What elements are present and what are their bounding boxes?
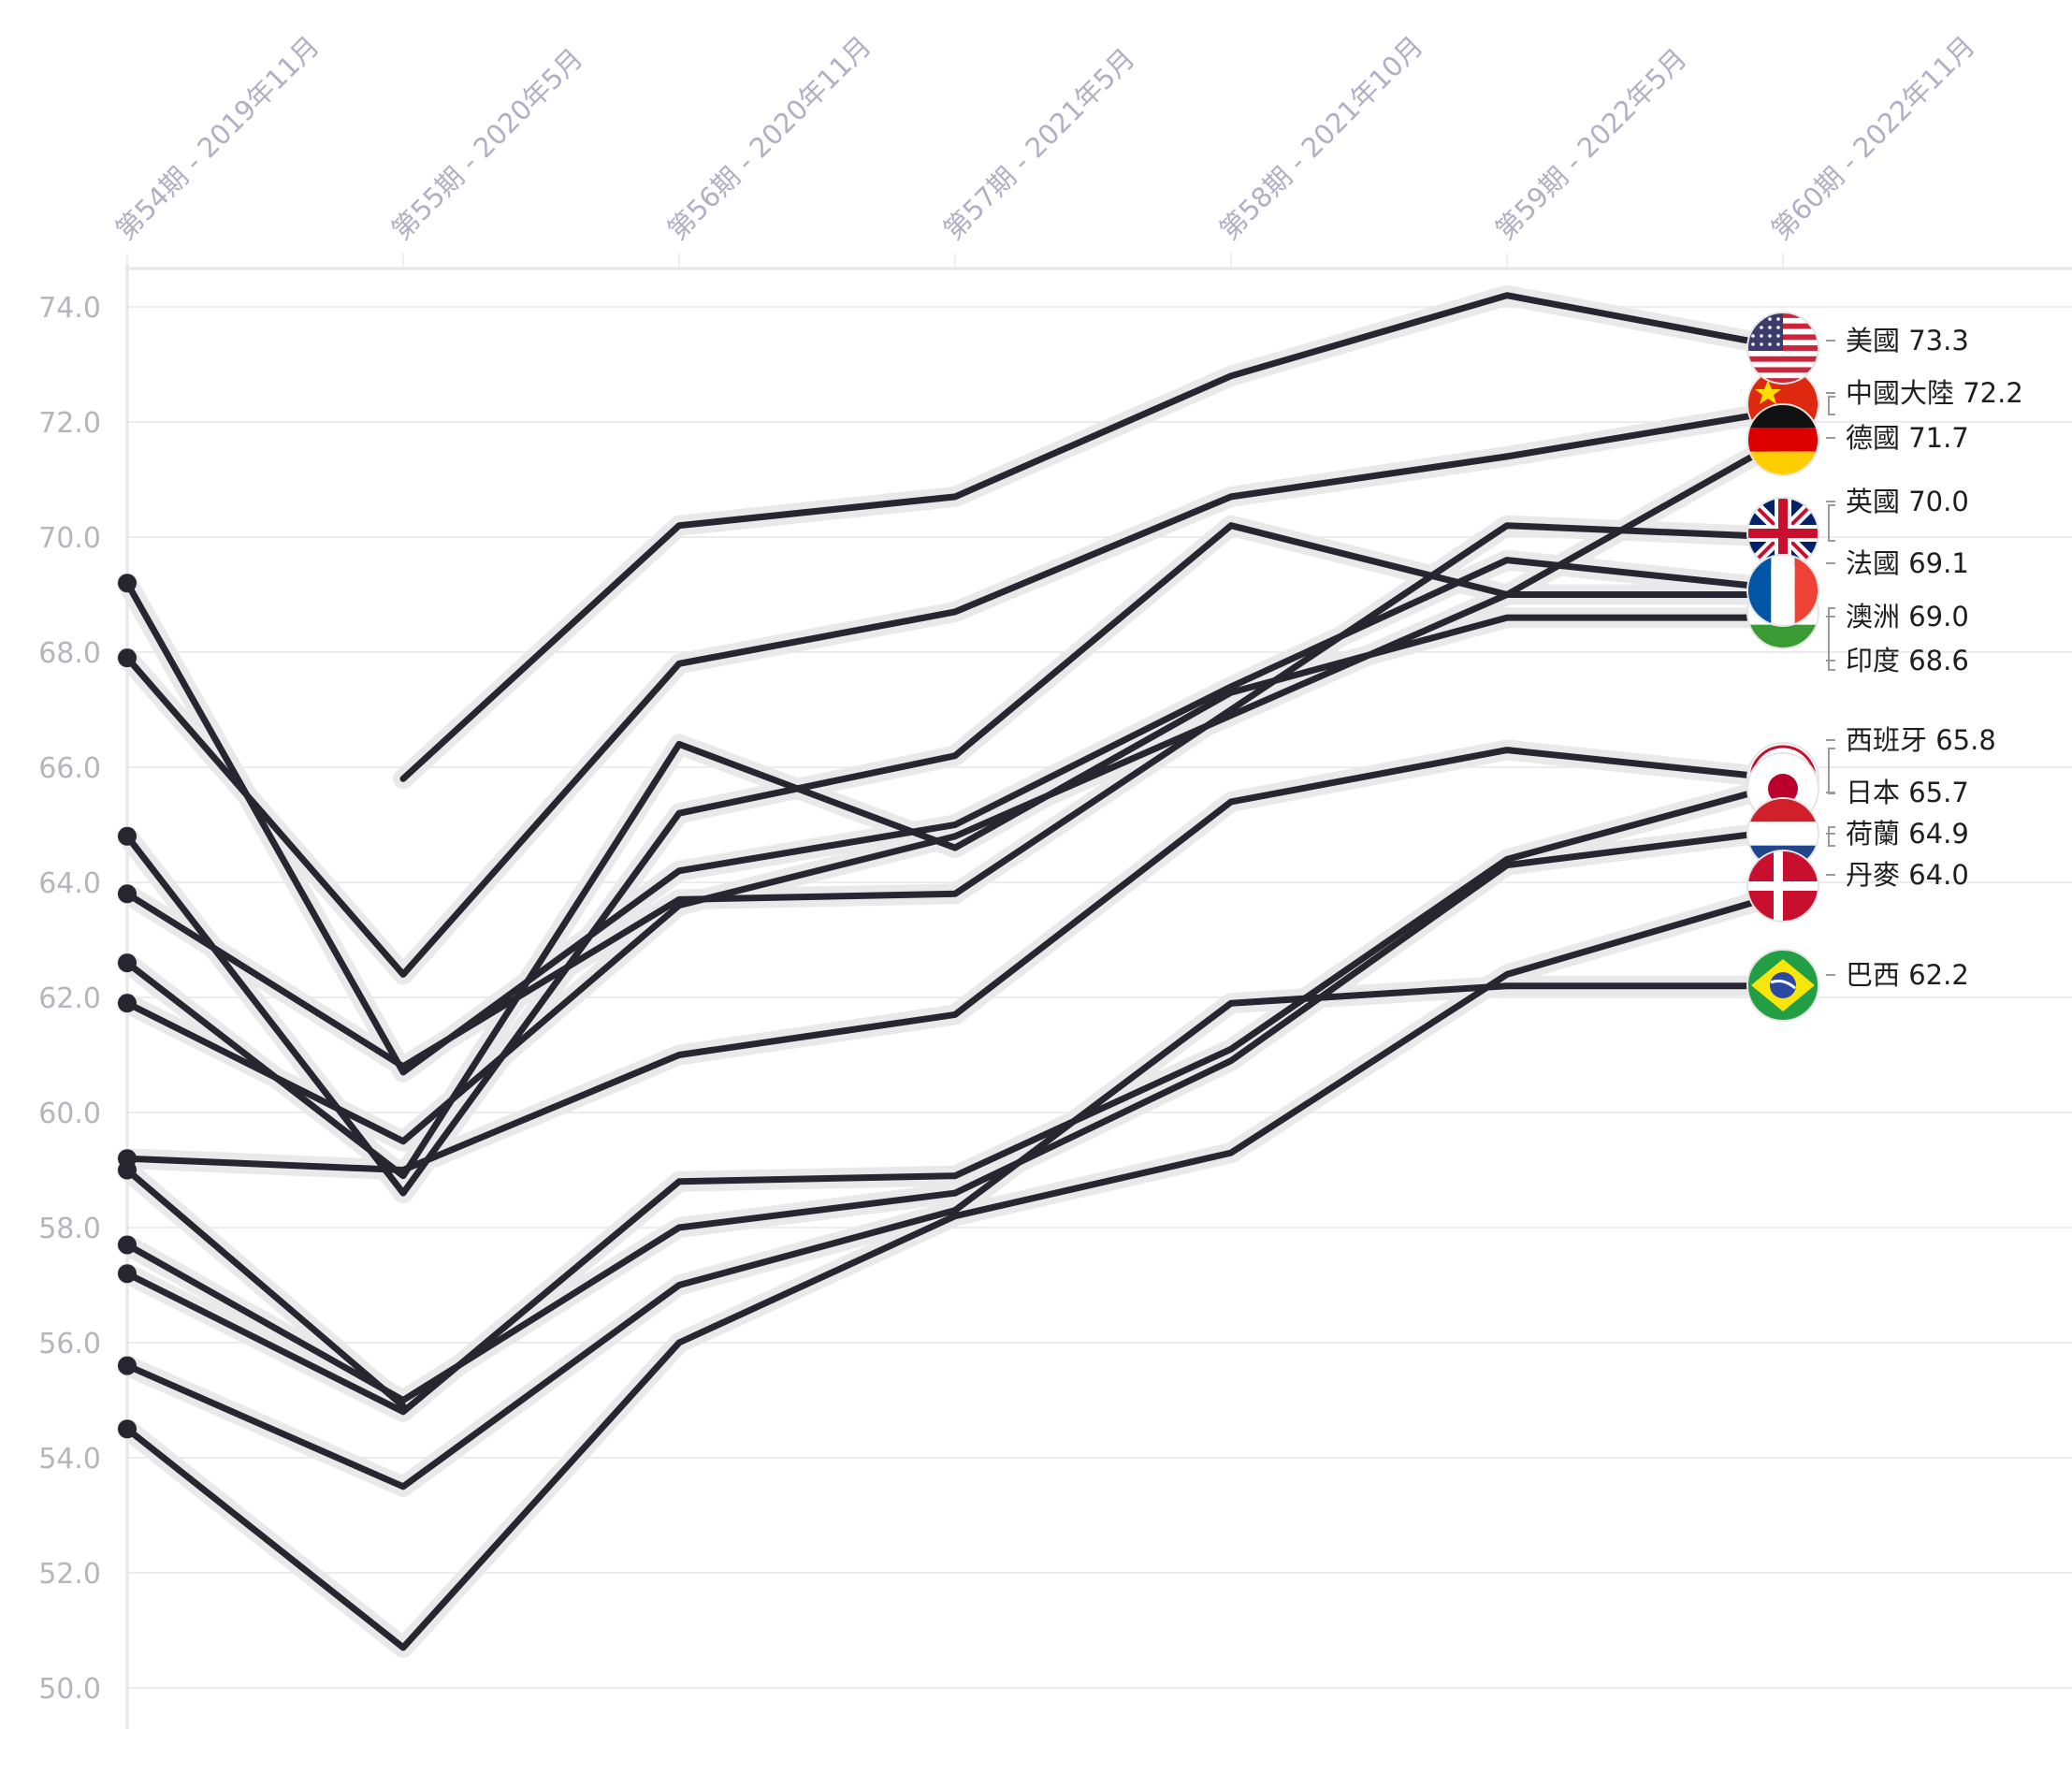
flag-usa-icon xyxy=(1746,312,1819,385)
y-tick-label: 54.0 xyxy=(38,1443,101,1476)
series-start-point xyxy=(118,1235,137,1255)
series-line xyxy=(123,982,1787,1490)
y-tick-label: 50.0 xyxy=(38,1673,101,1706)
x-tick-label: 第60期 - 2022年11月 xyxy=(1765,30,1981,246)
series-line xyxy=(123,522,1787,1197)
series-line xyxy=(123,557,1787,1076)
x-tick-label: 第55期 - 2020年5月 xyxy=(385,42,589,246)
y-tick-label: 70.0 xyxy=(38,522,101,555)
y-tick-label: 52.0 xyxy=(38,1558,101,1591)
series-start-point xyxy=(118,1356,137,1375)
y-tick-label: 74.0 xyxy=(38,292,101,325)
flag-brazil-icon xyxy=(1746,949,1819,1022)
series-end-label: 印度 68.6 xyxy=(1846,645,1969,676)
series-halo xyxy=(117,820,1793,1411)
series-start-point xyxy=(118,574,137,593)
flag-denmark-icon xyxy=(1746,850,1819,923)
label-bracket xyxy=(1828,396,1835,415)
series-start-point xyxy=(118,648,137,668)
flag-germany-icon xyxy=(1746,403,1819,476)
flag-france-icon xyxy=(1746,554,1819,627)
x-tick-label: 第57期 - 2021年5月 xyxy=(937,42,1141,246)
series-end-label: 美國 73.3 xyxy=(1846,325,1969,356)
series-end-label: 法國 69.1 xyxy=(1846,547,1969,579)
series-end-label: 日本 65.7 xyxy=(1846,777,1969,808)
series-start-point xyxy=(118,884,137,904)
y-tick-label: 56.0 xyxy=(38,1328,101,1360)
x-tick-label: 第59期 - 2022年5月 xyxy=(1489,42,1693,246)
series-start-point xyxy=(118,994,137,1013)
series-start-point xyxy=(118,826,137,846)
series-start-point xyxy=(118,953,137,973)
label-bracket xyxy=(1828,504,1835,542)
y-tick-label: 62.0 xyxy=(38,982,101,1015)
series-end-label: 巴西 62.2 xyxy=(1846,959,1969,991)
series-line xyxy=(123,827,1787,1403)
series-end-label: 德國 71.7 xyxy=(1846,422,1969,454)
series-line xyxy=(123,614,1787,1180)
series-end-label: 丹麥 64.0 xyxy=(1846,859,1969,891)
y-tick-label: 68.0 xyxy=(38,637,101,670)
y-tick-label: 58.0 xyxy=(38,1213,101,1245)
series-line xyxy=(399,292,1787,782)
x-tick-label: 第58期 - 2021年10月 xyxy=(1213,30,1429,246)
x-tick-label: 第54期 - 2019年11月 xyxy=(109,30,326,246)
series-start-point xyxy=(118,1160,137,1180)
series-line xyxy=(123,780,1787,1416)
series-end-label: 澳洲 69.0 xyxy=(1846,601,1969,633)
series-end-label: 西班牙 65.8 xyxy=(1846,724,1996,756)
x-tick-label: 第56期 - 2020年11月 xyxy=(661,30,877,246)
series-end-label: 英國 70.0 xyxy=(1846,486,1969,517)
series-line xyxy=(123,1167,407,1410)
y-tick-label: 66.0 xyxy=(38,752,101,785)
series-start-point xyxy=(118,1419,137,1439)
series-line xyxy=(123,407,1787,978)
series-halo xyxy=(117,774,1793,1422)
label-bracket xyxy=(1828,748,1835,794)
y-tick-label: 64.0 xyxy=(38,867,101,900)
series-line xyxy=(123,747,1787,1173)
y-tick-label: 60.0 xyxy=(38,1098,101,1130)
label-bracket xyxy=(1828,607,1835,671)
series-line xyxy=(123,890,1787,1651)
series-end-label: 中國大陸 72.2 xyxy=(1846,377,2023,409)
series-start-point xyxy=(118,1264,137,1284)
y-tick-label: 72.0 xyxy=(38,407,101,440)
flag-uk-icon xyxy=(1746,497,1819,570)
series-end-label: 荷蘭 64.9 xyxy=(1846,818,1969,850)
label-bracket xyxy=(1828,826,1835,847)
